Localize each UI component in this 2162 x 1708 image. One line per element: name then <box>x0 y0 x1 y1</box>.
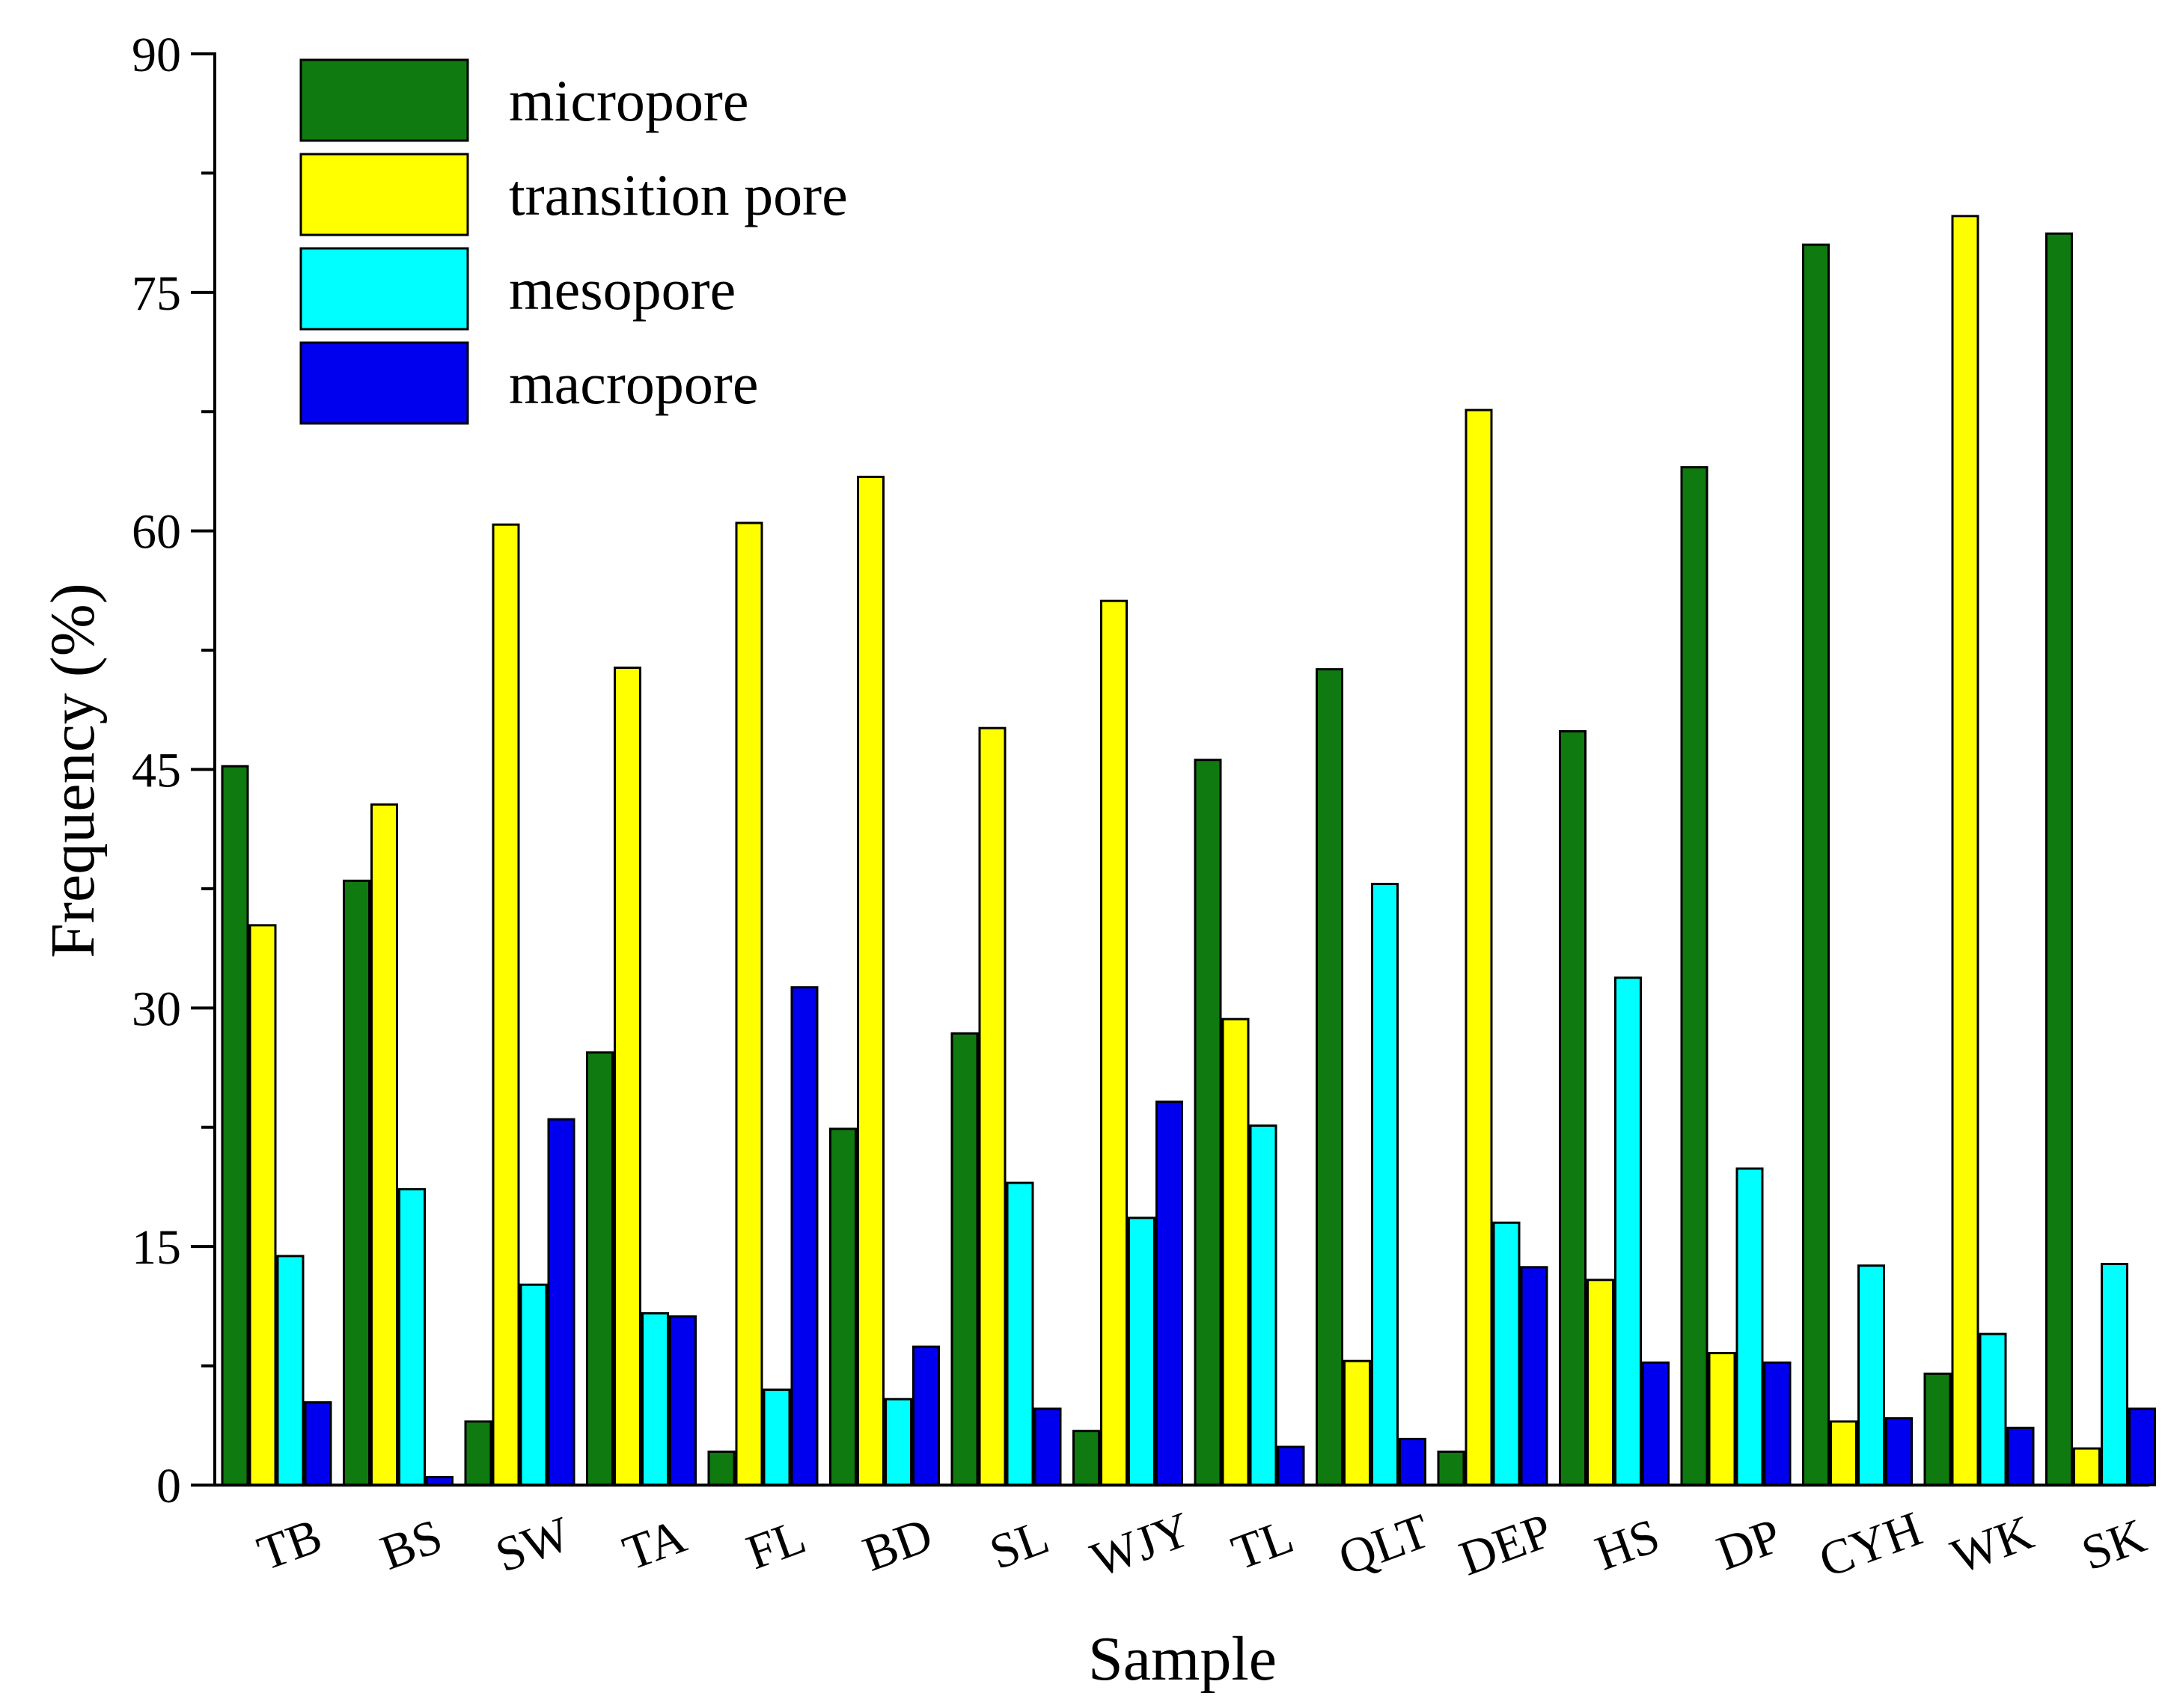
bar-bd-micropore <box>829 1127 857 1487</box>
bar-fl-macropore <box>790 986 819 1487</box>
bar-ta-mesopore <box>641 1311 669 1487</box>
bar-qlt-mesopore <box>1371 883 1399 1487</box>
bar-dp-micropore <box>1680 466 1708 1487</box>
legend: micropore transition pore mesopore macropor… <box>299 58 848 425</box>
bar-sl-mesopore <box>1006 1181 1034 1487</box>
bar-sk-micropore <box>2045 232 2073 1487</box>
bar-tb-transition-pore <box>248 924 277 1487</box>
legend-swatch-micropore <box>299 58 469 142</box>
bar-fl-mesopore <box>763 1389 791 1487</box>
x-axis-title: Sample <box>1088 1624 1277 1694</box>
bar-dep-mesopore <box>1492 1221 1521 1487</box>
y-tick-label: 0 <box>156 1459 181 1513</box>
bar-cyh-micropore <box>1802 243 1830 1487</box>
bar-sw-macropore <box>547 1118 575 1487</box>
x-tick-label: DP <box>1710 1508 1788 1581</box>
y-tick-label: 30 <box>132 982 181 1036</box>
x-tick-label: SW <box>489 1506 578 1583</box>
bar-wjy-transition-pore <box>1100 599 1128 1487</box>
bar-dp-macropore <box>1763 1361 1792 1487</box>
y-tick-label: 75 <box>132 266 181 321</box>
bar-qlt-macropore <box>1399 1437 1426 1487</box>
bar-sl-micropore <box>950 1032 979 1487</box>
x-tick-label: CYH <box>1813 1502 1929 1588</box>
legend-swatch-transition-pore <box>299 153 469 236</box>
x-tick-label: BS <box>373 1509 449 1581</box>
legend-label: macropore <box>509 351 758 416</box>
bar-wk-mesopore <box>1979 1332 2007 1487</box>
bar-fl-transition-pore <box>735 521 763 1487</box>
bar-sl-macropore <box>1033 1407 1062 1487</box>
bars-group <box>221 215 2156 1487</box>
legend-swatch-mesopore <box>299 247 469 331</box>
bar-wk-macropore <box>2006 1427 2035 1487</box>
bar-wk-micropore <box>1923 1372 1952 1487</box>
bar-ta-macropore <box>669 1315 697 1487</box>
bar-qlt-transition-pore <box>1343 1359 1371 1487</box>
x-tick-label: BD <box>856 1507 939 1582</box>
legend-label: micropore <box>509 68 749 133</box>
bar-cyh-transition-pore <box>1830 1420 1857 1487</box>
bar-sk-mesopore <box>2101 1263 2128 1487</box>
bar-fl-micropore <box>707 1450 736 1487</box>
x-tick-label: HS <box>1589 1508 1667 1581</box>
x-tick-label: TA <box>616 1508 693 1581</box>
bar-wjy-mesopore <box>1128 1216 1155 1487</box>
bar-sk-macropore <box>2128 1407 2156 1487</box>
bar-tl-macropore <box>1277 1445 1305 1487</box>
bar-bs-transition-pore <box>370 803 398 1487</box>
bar-dp-mesopore <box>1735 1167 1764 1487</box>
bar-tb-mesopore <box>276 1255 305 1487</box>
bar-tb-macropore <box>304 1401 332 1487</box>
x-tick-label: WK <box>1944 1505 2040 1585</box>
x-tick-label: QLT <box>1332 1504 1437 1586</box>
bar-wjy-macropore <box>1155 1101 1183 1487</box>
legend-label: transition pore <box>509 162 848 227</box>
bar-bd-mesopore <box>885 1398 912 1487</box>
bar-cyh-macropore <box>1885 1417 1913 1487</box>
y-tick-label: 60 <box>132 505 181 560</box>
y-tick-label: 90 <box>132 28 181 82</box>
x-tick-label: DEP <box>1453 1503 1559 1586</box>
y-axis-title: Frequency (%) <box>38 583 108 958</box>
x-tick-label: TB <box>251 1508 329 1581</box>
bar-dep-transition-pore <box>1465 408 1493 1487</box>
x-tick-label: TL <box>1225 1509 1301 1581</box>
y-tick-label: 45 <box>132 744 181 798</box>
bar-sk-transition-pore <box>2073 1447 2101 1487</box>
bar-bd-transition-pore <box>857 475 885 1487</box>
bar-dep-micropore <box>1437 1450 1465 1487</box>
bar-tl-micropore <box>1194 759 1222 1487</box>
bar-dp-transition-pore <box>1708 1352 1736 1487</box>
bar-wjy-micropore <box>1072 1430 1100 1487</box>
bar-cyh-mesopore <box>1857 1264 1885 1487</box>
bar-sw-transition-pore <box>492 523 520 1487</box>
bar-hs-macropore <box>1642 1361 1670 1487</box>
bar-bd-macropore <box>912 1345 940 1487</box>
bar-bs-micropore <box>343 879 370 1487</box>
bar-qlt-micropore <box>1316 668 1343 1487</box>
y-tick-label: 15 <box>132 1220 181 1275</box>
bar-tb-micropore <box>221 765 249 1487</box>
bar-hs-transition-pore <box>1587 1279 1614 1487</box>
x-tick-label: SL <box>983 1509 1055 1580</box>
bar-hs-mesopore <box>1614 976 1642 1487</box>
x-tick-label: SK <box>2075 1508 2153 1581</box>
bar-hs-micropore <box>1559 730 1587 1487</box>
bar-ta-transition-pore <box>614 667 641 1487</box>
bar-tl-transition-pore <box>1221 1017 1250 1487</box>
legend-label: mesopore <box>509 257 736 322</box>
bar-ta-micropore <box>586 1051 614 1487</box>
legend-swatch-macropore <box>299 341 469 425</box>
bar-dep-macropore <box>1520 1266 1548 1487</box>
x-tick-label: FL <box>739 1509 812 1580</box>
bar-sl-transition-pore <box>978 726 1007 1487</box>
bar-sw-mesopore <box>519 1283 548 1487</box>
bar-sw-micropore <box>464 1420 492 1487</box>
bar-tl-mesopore <box>1249 1124 1277 1487</box>
bar-bs-mesopore <box>398 1188 426 1487</box>
x-tick-label: WJY <box>1084 1502 1197 1588</box>
bar-wk-transition-pore <box>1951 215 1979 1487</box>
